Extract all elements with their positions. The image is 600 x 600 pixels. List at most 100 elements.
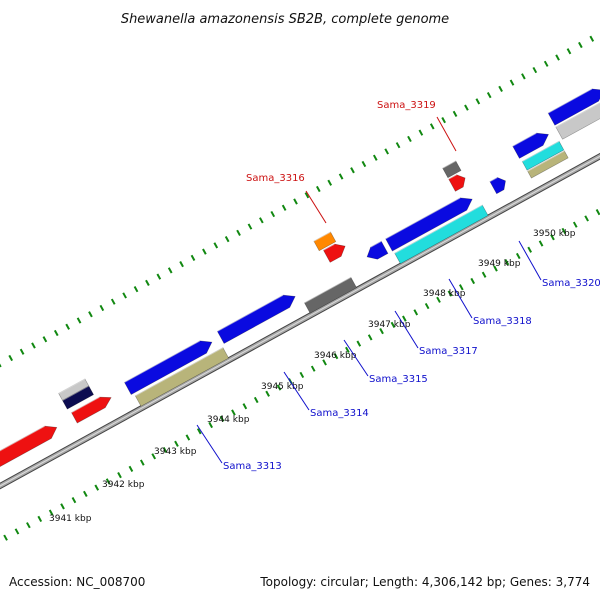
scale-tick (515, 252, 521, 260)
scale-tick (356, 340, 362, 347)
gene-arrow-3319-pseudo-shine (442, 160, 457, 169)
scale-tick (310, 365, 316, 372)
gene-label-sama_3315: Sama_3315 (369, 374, 428, 385)
gene-label-sama_3316: Sama_3316 (246, 173, 305, 184)
accession-label: Accession: NC_008700 (9, 575, 145, 589)
scale-tick (481, 271, 487, 278)
gene-arrow-right-2-shine (547, 88, 593, 114)
scale-tick (441, 117, 446, 124)
scale-tick (71, 497, 77, 504)
scale-tick (231, 409, 236, 416)
scale-tick (452, 110, 458, 117)
scale-tick (429, 123, 435, 130)
gene-arrow-red-1-shine (0, 425, 45, 452)
leader-sama_3313 (196, 424, 223, 464)
scale-tick (367, 334, 373, 341)
scale-tick (498, 85, 503, 92)
scale-label-3949-kbp: 3949 kbp (478, 259, 521, 269)
scale-tick (550, 234, 555, 241)
scale-tick (99, 304, 105, 312)
scale-tick (436, 296, 441, 303)
gene-arrow-right-cyan-shine (521, 140, 560, 162)
gene-arrow-3320 (489, 176, 506, 195)
gene-arrow-3318-cog (394, 204, 489, 265)
scale-tick (128, 465, 134, 472)
scale-tick (555, 54, 560, 61)
scale-tick (202, 248, 207, 255)
scale-tick (504, 259, 510, 266)
scale-tick (338, 173, 344, 180)
gene-arrow-3315 (303, 276, 358, 314)
scale-tick (213, 242, 219, 249)
scale-tick (37, 515, 43, 523)
scale-tick (475, 98, 481, 105)
scale-tick (0, 363, 2, 368)
leader-sama_3320 (518, 240, 542, 281)
scale-tick (242, 403, 248, 410)
scale-tick (224, 235, 230, 243)
gene-label-sama_3318: Sama_3318 (473, 316, 532, 327)
scale-tick (14, 528, 20, 535)
gene-arrow-right-cyan (521, 140, 565, 171)
scale-tick (379, 328, 384, 335)
scale-tick (538, 240, 544, 247)
scale-tick (543, 60, 549, 67)
scale-tick (572, 221, 578, 228)
scale-label-3942-kbp: 3942 kbp (102, 480, 145, 490)
leader-sama_3314 (283, 371, 310, 411)
scale-tick (561, 227, 567, 235)
genome-summary: Topology: circular; Length: 4,306,142 bp… (259, 575, 590, 589)
scale-tick (42, 336, 48, 343)
scale-tick (162, 446, 168, 454)
gene-arrow-3315-shine (304, 276, 352, 304)
inner-tick-ring (3, 209, 600, 541)
gene-label-sama_3314: Sama_3314 (310, 408, 369, 419)
gene-arrow-red-2-shine (71, 396, 100, 414)
scale-tick (105, 478, 111, 485)
scale-tick (265, 390, 270, 397)
gene-label-sama_3313: Sama_3313 (223, 461, 282, 472)
scale-tick (595, 209, 600, 216)
scale-tick (584, 215, 589, 222)
scale-label-3948-kbp: 3948 kbp (423, 289, 466, 299)
scale-tick (219, 415, 225, 422)
scale-tick (316, 185, 321, 193)
scale-tick (390, 321, 396, 328)
scale-tick (361, 160, 367, 168)
scale-tick (167, 267, 173, 274)
leader-sama_3318 (448, 278, 473, 319)
scale-tick (253, 396, 259, 404)
scale-tick (384, 148, 390, 155)
scale-tick (532, 66, 538, 74)
scale-tick (48, 509, 54, 516)
scale-tick (459, 284, 464, 291)
gene-arrow-3317 (366, 240, 389, 260)
gene-arrow-3313-cog-shine (134, 347, 224, 397)
gene-arrow-3314-shine (217, 294, 284, 332)
gene-arrow-3318-shine (385, 197, 461, 240)
leader-sama_3317 (394, 310, 419, 349)
scale-tick (299, 371, 305, 379)
scale-tick (372, 154, 378, 161)
scale-tick (83, 490, 88, 497)
gene-arrow-3319-pseudo (442, 160, 462, 179)
backbone-shadow (0, 152, 600, 490)
scale-tick (208, 421, 213, 429)
scale-tick (470, 277, 476, 285)
scale-tick (88, 311, 93, 318)
scale-label-3944-kbp: 3944 kbp (207, 415, 250, 425)
scale-tick (464, 104, 469, 111)
scale-tick (276, 384, 282, 391)
map-layer: 3941 kbp 3942 kbp 3943 kbp 3944 kbp 3945 kbp… (0, 35, 600, 541)
scale-tick (122, 292, 127, 299)
scale-tick (304, 192, 310, 199)
scale-tick (76, 317, 82, 324)
scale-tick (26, 522, 31, 529)
scale-tick (418, 129, 424, 136)
scale-tick (110, 298, 116, 305)
gene-arrow-3318 (385, 197, 473, 252)
gene-arrow-3314-body (216, 294, 296, 344)
scale-tick (145, 279, 150, 287)
scale-label-3945-kbp: 3945 kbp (261, 382, 304, 392)
scale-tick (527, 246, 533, 253)
